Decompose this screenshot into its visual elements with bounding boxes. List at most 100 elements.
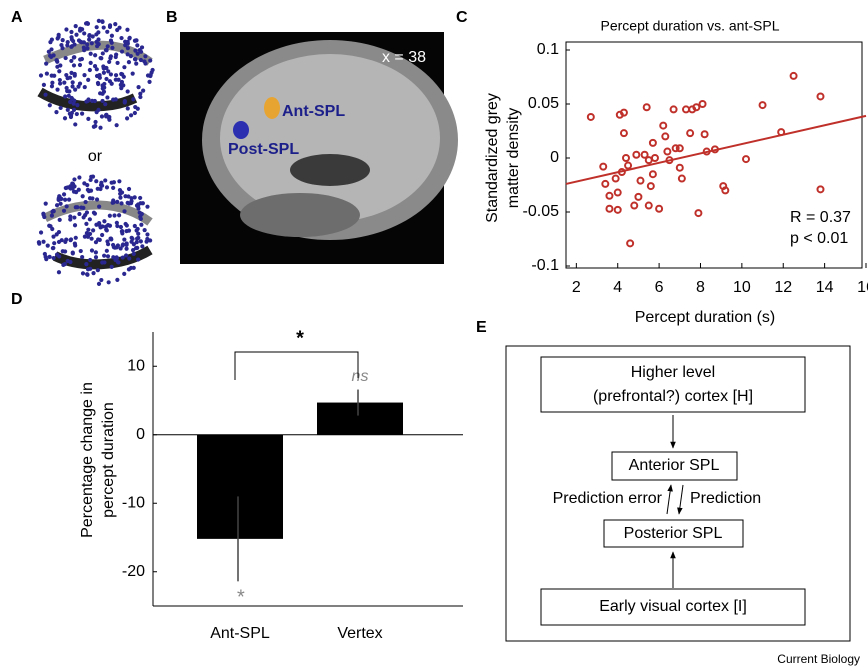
dot (92, 98, 97, 104)
region-label: Post-SPL (228, 141, 299, 158)
dot (73, 87, 78, 92)
dot (86, 77, 91, 82)
dot (84, 221, 89, 227)
point (675, 163, 684, 172)
dot (115, 27, 120, 33)
dot (145, 73, 151, 78)
dot (81, 205, 86, 211)
dot (71, 189, 77, 194)
dot (99, 277, 104, 283)
dot (105, 44, 110, 49)
dot (41, 82, 47, 88)
point (601, 179, 610, 188)
plot-frame (565, 41, 863, 269)
dot (106, 280, 111, 285)
point (816, 92, 825, 101)
node-label: Anterior SPL (629, 457, 720, 474)
rotation-arrow (52, 245, 153, 270)
dot (121, 74, 126, 79)
dot (120, 231, 125, 236)
y-axis-label: Standardized grey (484, 93, 501, 223)
dot (73, 235, 78, 240)
dot (80, 194, 85, 199)
dot (115, 277, 120, 283)
dot (114, 220, 119, 225)
dot (72, 223, 78, 228)
dot (91, 124, 96, 129)
dot (77, 62, 83, 68)
point (816, 185, 825, 194)
dot (125, 52, 130, 57)
dot (130, 248, 136, 253)
dot (52, 241, 57, 246)
node (540, 588, 806, 626)
dot (85, 42, 90, 47)
point (789, 71, 798, 80)
ant-spl-region (264, 97, 280, 119)
dot (136, 235, 141, 240)
point (617, 168, 626, 177)
dot (56, 270, 62, 275)
dot (138, 94, 143, 100)
point (650, 154, 659, 162)
dot (72, 241, 77, 246)
point (613, 205, 622, 214)
dot (125, 116, 130, 121)
dot (72, 184, 77, 189)
y-axis-label: Percentage change in (79, 382, 96, 538)
dot (61, 208, 67, 213)
dot (98, 91, 103, 96)
dot (124, 246, 129, 251)
dot (44, 71, 49, 76)
dot (105, 29, 110, 34)
ventricle (290, 154, 370, 186)
dot (119, 35, 124, 41)
dot (47, 53, 53, 58)
dot (95, 80, 101, 86)
dot (96, 281, 102, 286)
dot (101, 64, 106, 69)
dot (52, 73, 57, 78)
dot (128, 201, 134, 206)
y-tick-label: -20 (122, 563, 145, 580)
dot (102, 253, 107, 258)
point (777, 128, 786, 137)
dot (104, 185, 110, 190)
point (758, 101, 767, 110)
arrow (666, 484, 673, 515)
x-tick-label: 16 (857, 279, 868, 296)
dot (51, 255, 56, 261)
point (721, 186, 730, 195)
annotation: R = 0.37 (790, 209, 851, 226)
panel-label: C (456, 9, 468, 26)
y-tick-label: 0.05 (528, 95, 559, 112)
dot (105, 242, 111, 247)
brain-matter (220, 54, 440, 222)
dot (116, 213, 122, 218)
dot (80, 111, 85, 116)
dot (126, 267, 132, 272)
dot (84, 230, 90, 236)
dot (38, 73, 44, 78)
point (698, 100, 707, 108)
dot (54, 109, 59, 115)
dot (111, 185, 116, 190)
dot (58, 105, 63, 111)
dot (133, 57, 138, 62)
dot (94, 25, 99, 30)
dot (65, 107, 70, 113)
dot (127, 35, 132, 40)
dot (90, 34, 95, 39)
dot (135, 106, 140, 111)
dot (69, 70, 74, 76)
dot (43, 92, 48, 97)
dot (148, 238, 153, 243)
dot (66, 93, 71, 98)
dot (136, 231, 141, 236)
dot (126, 60, 132, 65)
point (644, 156, 653, 165)
dot (70, 80, 75, 85)
x-tick-label: 6 (655, 279, 664, 296)
panel-label: D (11, 291, 23, 308)
dot (144, 239, 149, 244)
